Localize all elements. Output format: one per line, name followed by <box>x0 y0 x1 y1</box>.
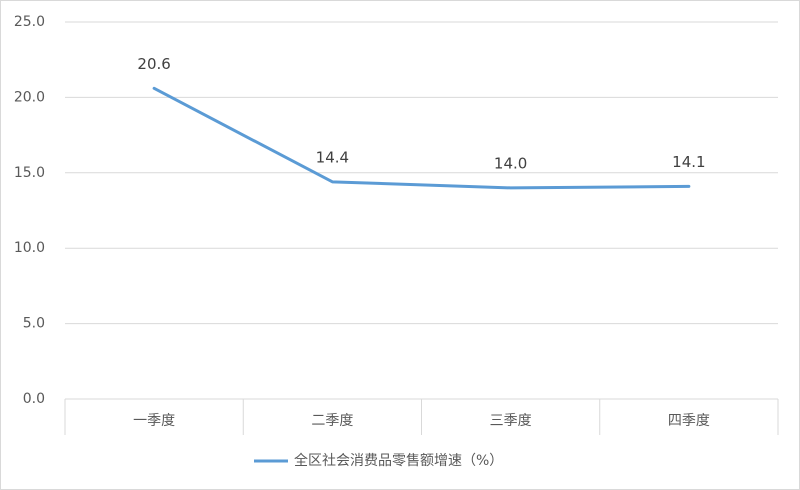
y-tick-label: 10.0 <box>14 240 45 256</box>
x-tick-label: 四季度 <box>668 413 710 429</box>
data-label: 14.4 <box>316 148 349 166</box>
data-label: 20.6 <box>137 55 170 73</box>
y-tick-label: 15.0 <box>14 165 45 181</box>
x-tick-label: 二季度 <box>311 413 353 429</box>
y-tick-label: 20.0 <box>14 89 45 105</box>
y-tick-label: 25.0 <box>14 14 45 30</box>
y-tick-label: 5.0 <box>23 316 45 332</box>
line <box>152 86 691 190</box>
y-tick-label: 0.0 <box>23 391 45 407</box>
legend-label: 全区社会消费品零售额增速（%） <box>294 452 503 469</box>
data-label: 14.0 <box>494 154 527 172</box>
data-label: 14.1 <box>672 153 705 171</box>
x-tick-label: 一季度 <box>133 413 175 429</box>
x-tick-label: 三季度 <box>490 413 532 429</box>
